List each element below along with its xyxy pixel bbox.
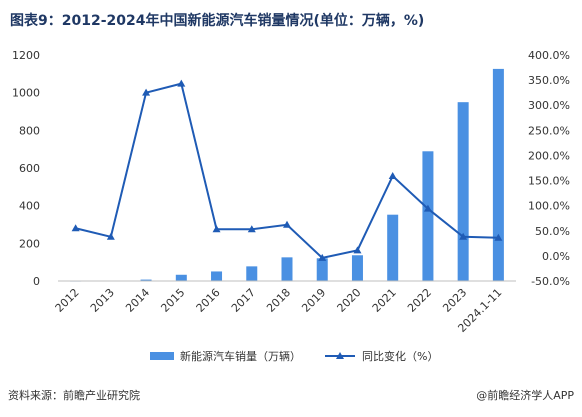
yoy-line (75, 82, 499, 259)
yoy-point (212, 225, 221, 233)
yoy-point (318, 253, 327, 261)
x-tick-label: 2023 (440, 286, 469, 315)
right-tick-label: 350.0% (528, 74, 570, 87)
right-tick-label: 300.0% (528, 99, 570, 112)
sales-bar (422, 151, 434, 281)
right-tick-label: 200.0% (528, 149, 570, 162)
yoy-point (459, 232, 468, 240)
sales-bar (140, 279, 152, 281)
x-tick-label: 2017 (229, 286, 258, 315)
right-tick-label: 100.0% (528, 200, 570, 213)
legend-line-label: 同比变化（%） (362, 349, 438, 363)
right-tick-label: 250.0% (528, 124, 570, 137)
yoy-point (494, 233, 503, 241)
x-tick-label: 2016 (194, 286, 223, 315)
left-tick-label: 800 (19, 124, 40, 137)
x-axis: 2012 2013 2014 2015 2016 2017 2018 2019 2020 2021… (53, 280, 516, 335)
sales-bar (457, 102, 469, 282)
right-tick-label: 150.0% (528, 175, 570, 188)
left-tick-label: 1000 (12, 87, 40, 100)
brand-note: @前瞻经济学人APP (476, 389, 574, 402)
right-tick-label: -50.0% (531, 275, 570, 288)
x-tick-label: 2013 (88, 286, 117, 315)
yoy-point (283, 220, 291, 228)
left-tick-label: 200 (19, 237, 40, 250)
sales-bar (492, 68, 504, 281)
legend-bar-swatch (150, 352, 174, 360)
sales-bar (175, 274, 187, 281)
legend-line-marker (336, 352, 344, 359)
yoy-point (142, 88, 151, 96)
left-tick-label: 400 (19, 200, 40, 213)
legend: 新能源汽车销量（万辆） 同比变化（%） (150, 349, 438, 363)
x-tick-label: 2018 (264, 286, 293, 315)
yoy-point (106, 232, 115, 240)
yoy-point (247, 225, 256, 233)
x-tick-label: 2021 (370, 286, 399, 315)
yoy-point (423, 204, 432, 212)
sales-bar (281, 257, 293, 281)
bar-series (70, 68, 504, 282)
chart-title: 图表9：2012-2024年中国新能源汽车销量情况(单位：万辆，%) (10, 13, 425, 29)
sales-bar (387, 214, 399, 281)
x-tick-label: 2014 (123, 286, 152, 315)
source-note: 资料来源：前瞻产业研究院 (8, 389, 140, 402)
sales-bar (246, 266, 258, 281)
right-tick-label: 50.0% (535, 225, 570, 238)
line-series (71, 79, 503, 261)
left-tick-label: 1200 (12, 49, 40, 62)
sales-bar (211, 271, 223, 281)
sales-bar (351, 255, 363, 281)
legend-bar-label: 新能源汽车销量（万辆） (180, 349, 301, 363)
x-tick-label: 2019 (299, 286, 328, 315)
x-tick-label: 2022 (405, 286, 434, 315)
yoy-point (353, 246, 362, 254)
x-tick-label: 2020 (335, 286, 364, 315)
right-tick-label: 400.0% (528, 49, 570, 62)
yoy-point (388, 172, 397, 180)
yoy-point (177, 79, 186, 87)
left-tick-label: 0 (33, 275, 40, 288)
sales-bar (316, 258, 328, 281)
right-axis: -50.0% 0.0% 50.0% 100.0% 150.0% 200.0% 250.0% 3… (528, 49, 570, 288)
yoy-point (71, 224, 80, 232)
left-tick-label: 600 (19, 162, 40, 175)
left-axis: 0 200 400 600 800 1000 1200 (12, 49, 40, 288)
right-tick-label: 0.0% (542, 250, 570, 263)
x-tick-label: 2015 (158, 286, 187, 315)
x-tick-label: 2012 (53, 286, 82, 315)
